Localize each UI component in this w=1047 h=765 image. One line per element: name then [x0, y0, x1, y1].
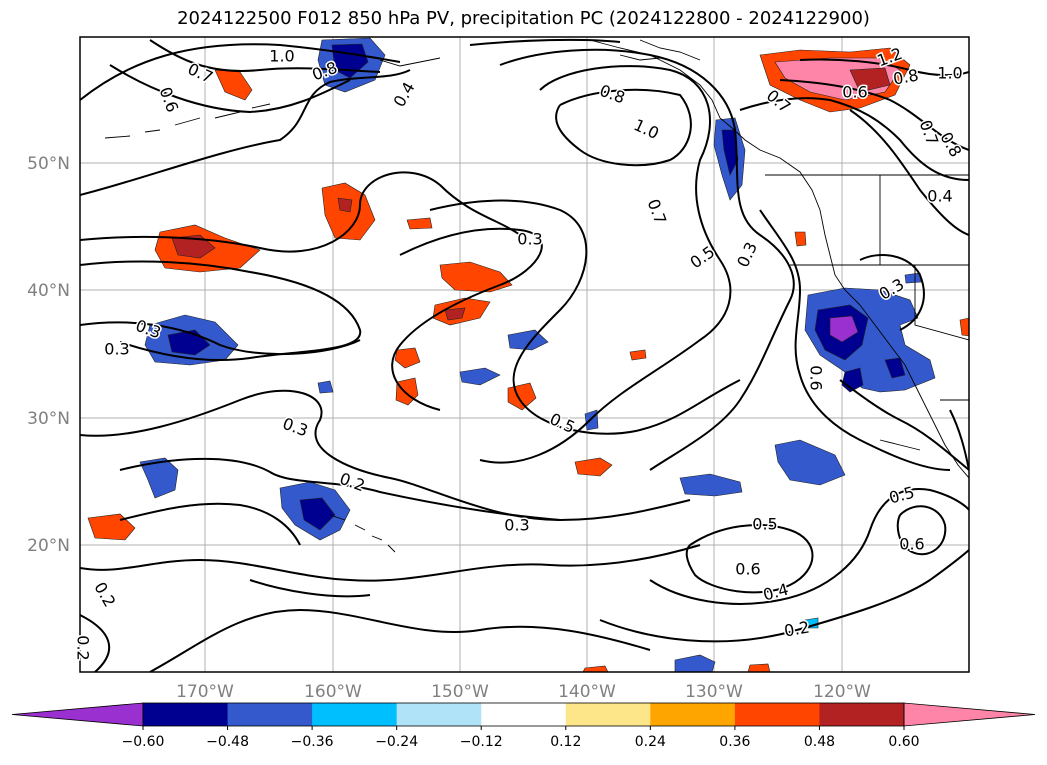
precipitation-shading: [87, 37, 969, 672]
contour-label: 0.2: [74, 635, 93, 660]
colorbar-extend-high: [903, 702, 1036, 727]
colorbar-tick-label: −0.48: [206, 734, 249, 750]
lat-label-20n: 20°N: [27, 536, 70, 556]
lon-label-170w: 170°W: [176, 682, 234, 702]
colorbar-bin: [650, 703, 736, 726]
colorbar-tick-label: 0.60: [888, 734, 919, 750]
contour-label: 0.4: [927, 187, 952, 206]
contour-label: 0.6: [807, 365, 826, 390]
colorbar-bin: [143, 703, 229, 726]
map-frame: [79, 36, 970, 673]
colorbar-tick-label: −0.24: [375, 734, 418, 750]
colorbar-bin: [565, 703, 651, 726]
contour-label: 0.3: [517, 230, 542, 249]
colorbar-bin: [734, 703, 820, 726]
contour-label: 0.6: [735, 560, 760, 579]
lon-label-150w: 150°W: [431, 682, 489, 702]
pv-contours: [80, 38, 969, 672]
colorbar-frame: [142, 702, 905, 727]
colorbar-extend-low: [11, 702, 144, 727]
colorbar-tick-label: −0.12: [460, 734, 503, 750]
colorbar-bin: [481, 703, 567, 726]
lon-label-120w: 120°W: [813, 682, 871, 702]
coastlines: [104, 39, 969, 553]
lat-label-30n: 30°N: [27, 409, 70, 429]
colorbar-bin: [227, 703, 313, 726]
lat-label-40n: 40°N: [27, 281, 70, 301]
colorbar: −0.60 −0.48 −0.36 −0.24 −0.12 0.12 0.24 0.36 0.4…: [11, 702, 1036, 750]
contour-label: 0.4: [761, 580, 791, 605]
contour-label: 0.6: [899, 535, 924, 554]
contour-label: 0.6: [842, 83, 867, 102]
colorbar-tick-label: 0.48: [804, 734, 835, 750]
colorbar-tick-label: 0.12: [550, 734, 581, 750]
lon-label-130w: 130°W: [685, 682, 743, 702]
colorbar-tick-label: 0.36: [719, 734, 750, 750]
contour-label: 1.0: [937, 64, 962, 83]
colorbar-bin: [396, 703, 482, 726]
lon-label-140w: 140°W: [558, 682, 616, 702]
map-title: 2024122500 F012 850 hPa PV, precipitatio…: [177, 8, 870, 29]
contour-label: 0.3: [504, 516, 529, 535]
lon-label-160w: 160°W: [304, 682, 362, 702]
colorbar-tick-label: −0.60: [122, 734, 165, 750]
colorbar-tick-label: −0.36: [291, 734, 334, 750]
colorbar-tick-label: 0.24: [635, 734, 666, 750]
lat-label-50n: 50°N: [27, 154, 70, 174]
contour-label: 0.3: [104, 340, 129, 359]
colorbar-bin: [819, 703, 905, 726]
contour-label: 0.5: [752, 515, 777, 534]
colorbar-bin: [312, 703, 398, 726]
contour-label: 1.0: [269, 47, 294, 66]
